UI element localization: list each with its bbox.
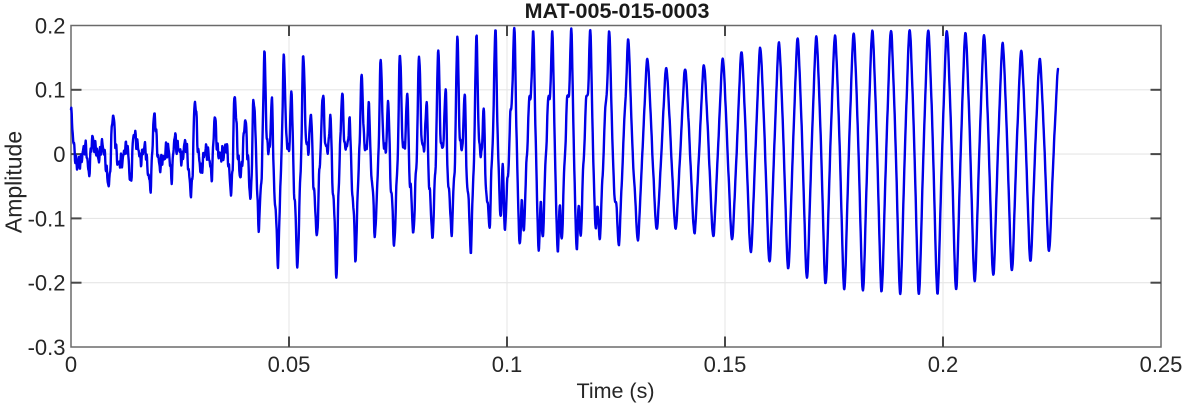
svg-text:Amplitude: Amplitude — [1, 131, 27, 233]
svg-text:0.2: 0.2 — [35, 13, 66, 38]
svg-text:MAT-005-015-0003: MAT-005-015-0003 — [525, 0, 710, 23]
svg-text:-0.2: -0.2 — [28, 271, 66, 296]
svg-text:0: 0 — [65, 352, 77, 377]
svg-text:Time (s): Time (s) — [576, 379, 654, 403]
svg-text:-0.3: -0.3 — [28, 335, 66, 360]
svg-text:0: 0 — [53, 142, 65, 167]
svg-text:0.2: 0.2 — [928, 352, 959, 377]
svg-text:0.25: 0.25 — [1140, 352, 1182, 377]
svg-text:-0.1: -0.1 — [28, 206, 66, 231]
svg-text:0.05: 0.05 — [268, 352, 311, 377]
svg-text:0.1: 0.1 — [35, 78, 66, 103]
svg-text:0.1: 0.1 — [492, 352, 523, 377]
svg-text:0.15: 0.15 — [704, 352, 747, 377]
